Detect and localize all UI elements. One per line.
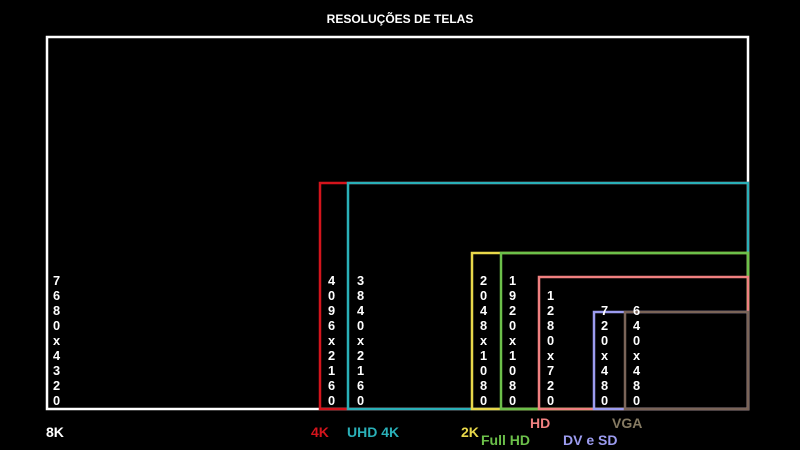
label: UHD 4K: [347, 424, 400, 440]
resolution: 640x480: [629, 303, 644, 408]
resolution: 3840x2160: [353, 273, 368, 408]
rect-4k: [318, 181, 750, 411]
resolution: 720x480: [597, 303, 612, 408]
label: HD: [530, 415, 551, 431]
resolution: 2048x1080: [476, 273, 491, 408]
label: 4K: [311, 424, 329, 440]
resolution: 7680x4320: [49, 273, 64, 408]
resolution: 1280x720: [543, 288, 558, 408]
label: 2K: [461, 424, 479, 440]
label: 8K: [46, 424, 64, 440]
label: VGA: [612, 415, 643, 431]
label: Full HD: [481, 432, 530, 448]
resolution: 1920x1080: [505, 273, 520, 408]
title: RESOLUÇÕES DE TELAS: [326, 12, 474, 26]
rect-vga: [623, 310, 750, 411]
rect-dv-sd: [592, 310, 750, 411]
resolution: 4096x2160: [324, 273, 339, 408]
label: DV e SD: [563, 432, 618, 448]
